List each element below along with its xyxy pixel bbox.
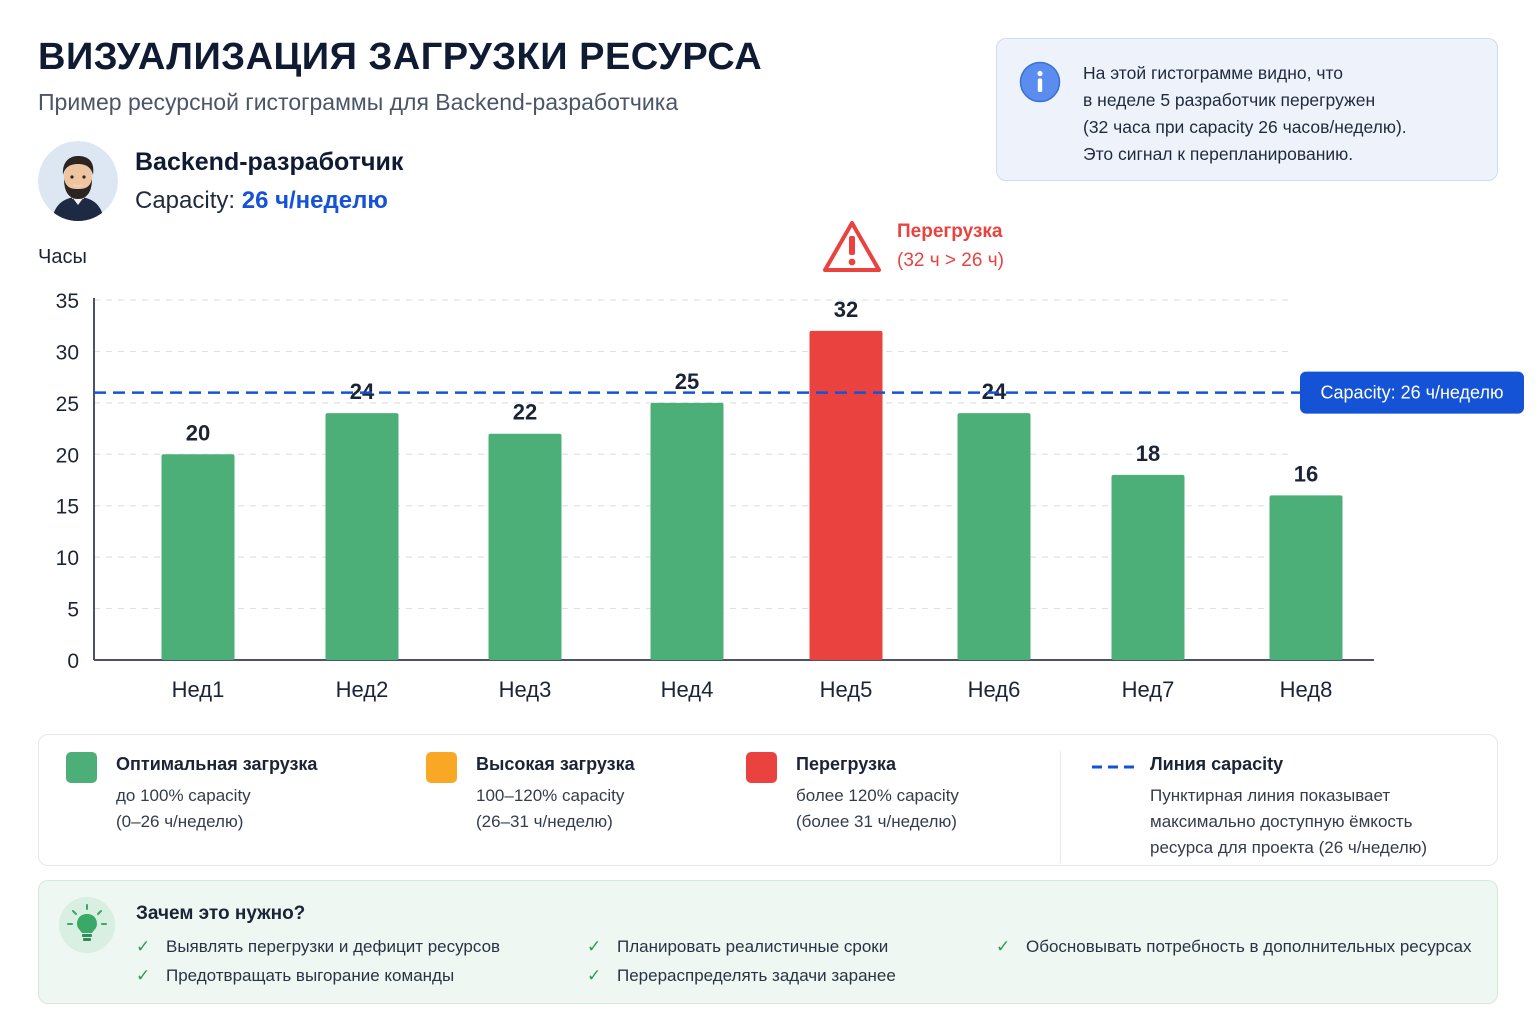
legend-desc-line: (26–31 ч/неделю)	[476, 812, 613, 831]
warning-icon	[823, 221, 881, 272]
legend-desc-line: 100–120% capacity	[476, 786, 625, 805]
x-tick-label: Нед3	[499, 677, 552, 702]
info-callout: На этой гистограмме видно, что в неделе …	[996, 38, 1498, 181]
check-icon: ✓	[136, 966, 151, 985]
legend-desc-line: максимально доступную ёмкость	[1150, 812, 1413, 831]
resource-role: Backend-разработчик	[135, 148, 404, 176]
y-tick-label: 25	[56, 393, 79, 416]
info-line: На этой гистограмме видно, что	[1083, 63, 1344, 83]
page-subtitle: Пример ресурсной гистограммы для Backend…	[38, 89, 679, 115]
legend-title: Перегрузка	[796, 754, 896, 774]
overload-annotation-title: Перегрузка	[897, 221, 1003, 242]
why-item: ✓ Обосновывать потребность в дополнительн…	[996, 937, 1471, 957]
legend-desc-line: ресурса для проекта (26 ч/неделю)	[1150, 838, 1428, 857]
y-tick-label: 10	[56, 547, 79, 570]
why-panel: Зачем это нужно? ✓ Выявлять перегрузки и …	[38, 880, 1498, 1004]
legend-desc-line: Пунктирная линия показывает	[1150, 786, 1391, 805]
page-title: ВИЗУАЛИЗАЦИЯ ЗАГРУЗКИ РЕСУРСА	[38, 36, 763, 78]
info-line: Это сигнал к перепланированию.	[1083, 144, 1354, 164]
info-line: в неделе 5 разработчик перегружен	[1083, 90, 1376, 110]
x-tick-label: Нед5	[820, 677, 873, 702]
why-item-text: Выявлять перегрузки и дефицит ресурсов	[166, 937, 501, 956]
bar	[957, 413, 1031, 660]
why-item-text: Перераспределять задачи заранее	[617, 966, 896, 985]
y-tick-label: 35	[56, 290, 79, 313]
capacity-badge	[1300, 371, 1524, 414]
bar	[161, 454, 235, 660]
legend: Оптимальная загрузка до 100% capacity (0…	[38, 734, 1498, 866]
legend-title: Высокая загрузка	[476, 754, 635, 774]
legend-desc-line: более 120% capacity	[796, 786, 959, 805]
why-item-text: Предотвращать выгорание команды	[166, 966, 455, 985]
bar	[650, 402, 724, 660]
legend-desc-line: (более 31 ч/неделю)	[796, 812, 957, 831]
bar	[809, 330, 883, 660]
legend-desc: 100–120% capacity (26–31 ч/неделю)	[476, 783, 624, 835]
why-item: ✓ Предотвращать выгорание команды	[136, 966, 454, 986]
y-tick-label: 15	[56, 496, 79, 519]
bar-value-label: 22	[513, 400, 537, 425]
legend-title: Линия capacity	[1150, 754, 1284, 774]
x-tick-label: Нед8	[1280, 677, 1333, 702]
why-item: ✓ Перераспределять задачи заранее	[587, 966, 896, 986]
bar	[1269, 495, 1343, 660]
check-icon: ✓	[587, 937, 602, 956]
dashed-line-icon	[1092, 765, 1134, 769]
bar-value-label: 18	[1136, 441, 1160, 466]
x-tick-label: Нед6	[968, 677, 1021, 702]
capacity-label: Capacity:	[135, 187, 236, 214]
bar	[1111, 474, 1185, 660]
legend-desc: более 120% capacity (более 31 ч/неделю)	[796, 783, 959, 835]
overload-swatch	[746, 752, 777, 783]
avatar	[38, 141, 118, 221]
x-tick-label: Нед4	[661, 677, 714, 702]
legend-desc-line: (0–26 ч/неделю)	[116, 812, 244, 831]
bar	[488, 433, 562, 660]
legend-divider	[1060, 751, 1061, 863]
why-item: ✓ Планировать реалистичные сроки	[587, 937, 888, 957]
optimal-swatch	[66, 752, 97, 783]
bar-value-label: 32	[834, 297, 858, 322]
check-icon: ✓	[136, 937, 151, 956]
info-line: (32 часа при capacity 26 часов/неделю).	[1083, 117, 1407, 137]
x-tick-label: Нед7	[1122, 677, 1175, 702]
legend-desc: до 100% capacity (0–26 ч/неделю)	[116, 783, 251, 835]
why-item: ✓ Выявлять перегрузки и дефицит ресурсов	[136, 937, 500, 957]
x-tick-label: Нед1	[172, 677, 225, 702]
x-tick-label: Нед2	[336, 677, 389, 702]
legend-title: Оптимальная загрузка	[116, 754, 318, 774]
bar-value-label: 16	[1294, 461, 1318, 486]
capacity-value: 26 ч/неделю	[241, 187, 388, 214]
bar	[325, 413, 399, 660]
capacity-badge-label: Capacity: 26 ч/неделю	[1321, 383, 1504, 403]
check-icon: ✓	[587, 966, 602, 985]
check-icon: ✓	[996, 937, 1011, 956]
info-text: На этой гистограмме видно, что в неделе …	[1083, 60, 1407, 168]
bar-value-label: 20	[186, 420, 210, 445]
resource-capacity: Capacity: 26 ч/неделю	[135, 187, 388, 215]
resource-histogram: Часы0510152025303520Нед124Нед222Нед325Не…	[38, 221, 1524, 702]
y-tick-label: 0	[67, 650, 79, 673]
overload-annotation-detail: (32 ч > 26 ч)	[897, 250, 1004, 271]
y-axis-label: Часы	[38, 246, 87, 268]
legend-desc-line: до 100% capacity	[116, 786, 251, 805]
why-item-text: Обосновывать потребность в дополнительны…	[1026, 937, 1472, 956]
why-title: Зачем это нужно?	[136, 903, 306, 924]
why-item-text: Планировать реалистичные сроки	[617, 937, 889, 956]
lightbulb-icon	[59, 897, 115, 953]
y-tick-label: 20	[56, 444, 79, 467]
high-swatch	[426, 752, 457, 783]
legend-desc: Пунктирная линия показывает максимально …	[1150, 783, 1427, 861]
y-tick-label: 30	[56, 341, 79, 364]
y-tick-label: 5	[67, 599, 79, 622]
bar-value-label: 25	[675, 369, 699, 394]
info-icon	[1019, 61, 1061, 103]
